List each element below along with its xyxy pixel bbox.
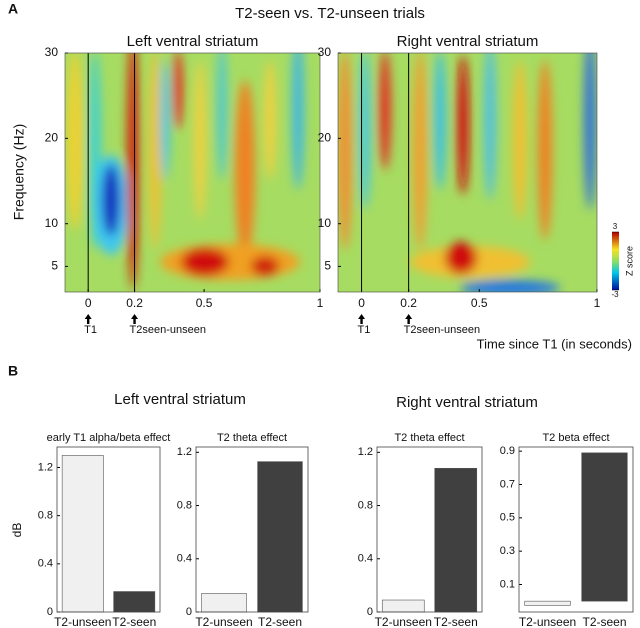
y-tick-label: 10 [318,216,332,230]
y-tick-label: 0.4 [177,553,192,565]
y-tick-label: 1.2 [358,446,373,458]
panel-label: B [8,363,18,379]
bar [201,593,247,613]
arrow [405,314,413,324]
chart-title: T2 theta effect [217,432,287,444]
x-tick-label: T2-seen [434,615,478,628]
y-tick-label: 5 [51,259,58,273]
plot-frame [337,52,598,293]
chart-title: Left ventral striatum [127,33,259,50]
colorbar-tick-label: 3 [613,222,618,231]
arrow [358,314,366,324]
chart-title: Right ventral striatum [397,33,539,50]
bar [581,452,628,602]
y-tick-label: 10 [45,216,59,230]
y-axis-label: Frequency (Hz) [11,124,27,220]
x-axis-label: Time since T1 (in seconds) [477,336,632,351]
x-tick-label: T2-unseen [195,615,252,628]
y-tick-label: 0.7 [500,478,515,490]
group-title: Right ventral striatum [396,394,538,411]
bar [113,591,156,613]
y-tick-label: 30 [318,45,332,59]
bar [524,600,571,606]
bar [257,461,303,613]
panel-label: A [8,1,18,17]
chart-title: early T1 alpha/beta effect [47,432,171,444]
y-tick-label: 1.2 [177,446,192,458]
arrow [131,314,139,324]
plot-frame [376,446,483,613]
y-tick-label: 20 [318,131,332,145]
y-tick-label: 5 [324,259,331,273]
x-tick-label: 0.5 [196,296,213,310]
annotation: T1 [358,324,371,336]
annotation: T2seen-unseen [404,324,480,336]
bar [381,599,425,613]
x-tick-label: T2-seen [112,615,156,628]
x-tick-label: T2-unseen [54,615,111,628]
heatmap-texture [65,53,320,292]
y-tick-label: 30 [45,45,59,59]
bar [434,467,478,613]
annotation: T2seen-unseen [130,324,206,336]
arrow [84,314,92,324]
group-title: Left ventral striatum [114,391,246,408]
x-tick-label: T2-unseen [375,615,432,628]
plot-frame [64,52,321,293]
y-tick-label: 0.8 [177,499,192,511]
y-tick-label: 0.8 [358,499,373,511]
y-tick-label: 0.1 [500,578,515,590]
y-tick-label: 0.9 [500,445,515,457]
x-tick-label: 0.2 [400,296,417,310]
y-tick-label: 0 [186,606,192,618]
y-tick-label: 1.2 [38,461,53,473]
plot-frame [518,446,634,613]
y-tick-label: 0.3 [500,545,515,557]
figure-title: T2-seen vs. T2-unseen trials [235,5,425,22]
x-tick-label: 0.2 [126,296,143,310]
plot-frame [195,446,309,613]
x-tick-label: T2-unseen [519,615,576,628]
chart-title: T2 beta effect [542,432,609,444]
y-tick-label: 20 [45,131,59,145]
y-tick-label: 0 [367,606,373,618]
y-tick-label: 0.4 [358,553,373,565]
y-axis-label: dB [10,523,24,538]
x-tick-label: 1 [594,296,601,310]
x-tick-label: 0.5 [471,296,488,310]
y-tick-label: 0.5 [500,512,515,524]
colorbar-label: Z score [624,246,634,276]
colorbar-tick-label: -3 [611,290,619,299]
plot-frame [56,446,161,613]
y-tick-label: 0.4 [38,558,53,570]
x-tick-label: 0 [358,296,365,310]
annotation: T1 [84,324,97,336]
x-tick-label: 1 [317,296,324,310]
bar [61,455,104,613]
heatmap-texture [338,53,597,292]
x-tick-label: T2-seen [258,615,302,628]
x-tick-label: 0 [85,296,92,310]
y-tick-label: 0.8 [38,510,53,522]
y-tick-label: 0 [47,606,53,618]
colorbar [612,232,619,290]
chart-title: T2 theta effect [394,432,464,444]
x-tick-label: T2-seen [582,615,626,628]
